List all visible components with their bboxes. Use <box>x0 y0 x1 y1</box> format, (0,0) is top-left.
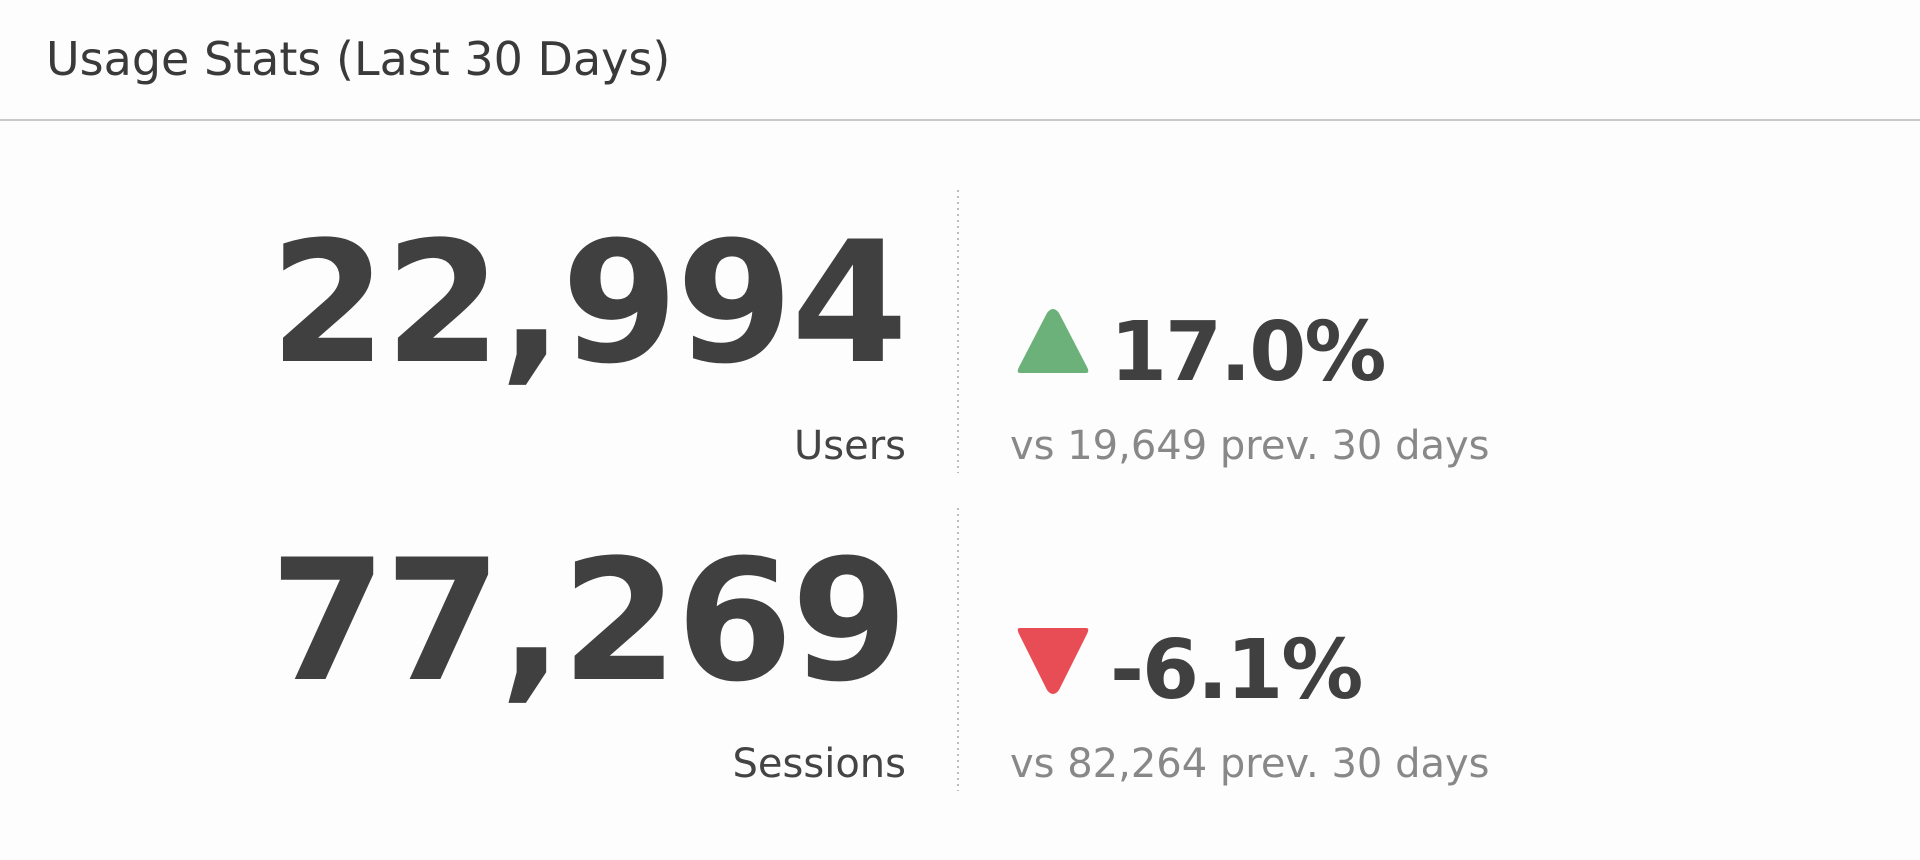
metric-label: Sessions <box>733 741 906 787</box>
metric-change: -6.1% <box>1110 623 1361 718</box>
trend-down-icon <box>1017 628 1089 694</box>
metric-value: 22,994 <box>270 205 906 401</box>
metric-comparison: vs 19,649 prev. 30 days <box>1010 423 1490 469</box>
metric-change: 17.0% <box>1110 305 1384 400</box>
trend-up-icon <box>1017 309 1089 373</box>
metric-label: Users <box>794 423 906 469</box>
metric-value: 77,269 <box>270 523 906 719</box>
widget-title: Usage Stats (Last 30 Days) <box>46 32 670 86</box>
metric-comparison: vs 82,264 prev. 30 days <box>1010 741 1490 787</box>
